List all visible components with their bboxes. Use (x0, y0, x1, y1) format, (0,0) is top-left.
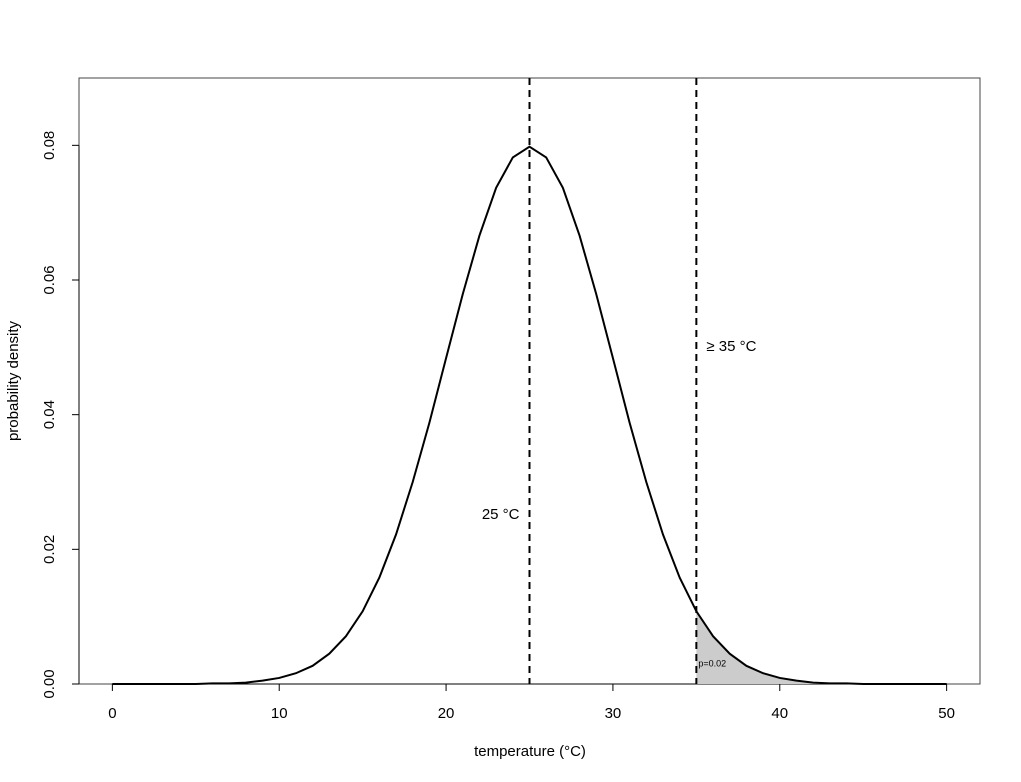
x-tick-label: 50 (938, 705, 955, 722)
annotation: p=0.02 (698, 658, 726, 668)
y-axis-label: probability density (5, 320, 22, 441)
x-tick-label: 10 (271, 705, 288, 722)
x-tick-label: 0 (108, 705, 116, 722)
annotation: ≥ 35 °C (706, 338, 756, 355)
y-tick-label: 0.08 (41, 131, 58, 160)
density-curve (112, 145, 947, 685)
y-tick-label: 0.02 (41, 535, 58, 564)
y-tick-label: 0.04 (41, 400, 58, 429)
y-tick-label: 0.00 (41, 669, 58, 698)
x-tick-label: 30 (605, 705, 622, 722)
x-tick-label: 40 (771, 705, 788, 722)
tail-area (696, 611, 947, 684)
x-axis-label: temperature (°C) (474, 743, 586, 760)
x-tick-label: 20 (438, 705, 455, 722)
y-tick-label: 0.06 (41, 265, 58, 294)
annotation: 25 °C (482, 506, 520, 523)
